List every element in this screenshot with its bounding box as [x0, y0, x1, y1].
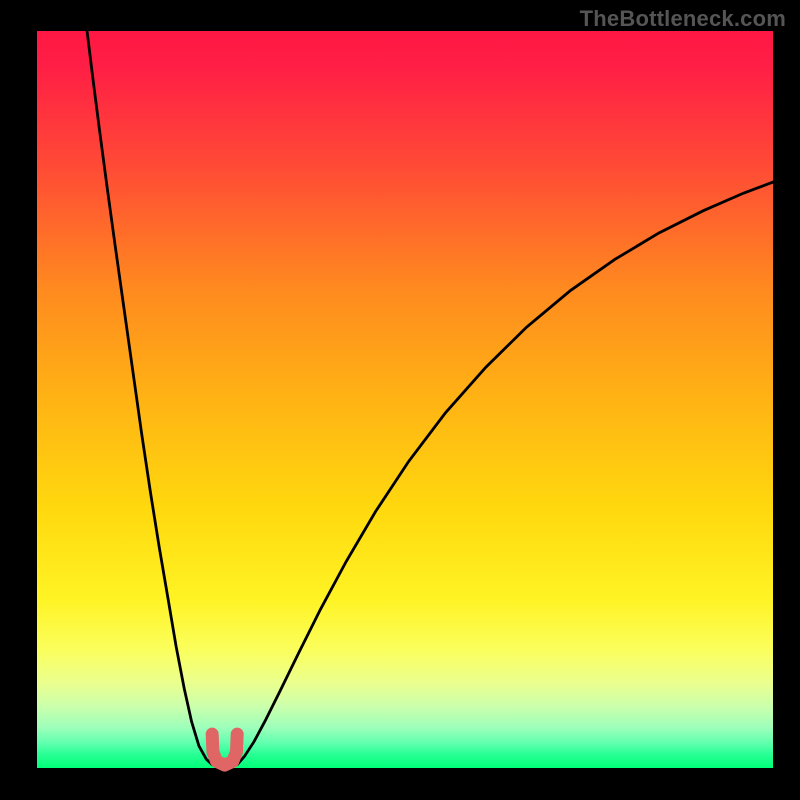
curve-layer: [37, 31, 773, 768]
plot-inner: [37, 31, 773, 768]
curve-right: [237, 182, 773, 765]
curve-left: [87, 31, 212, 765]
watermark-text: TheBottleneck.com: [580, 6, 786, 32]
valley-marker: [212, 734, 237, 765]
stage: TheBottleneck.com: [0, 0, 800, 800]
plot-frame: [37, 31, 773, 768]
